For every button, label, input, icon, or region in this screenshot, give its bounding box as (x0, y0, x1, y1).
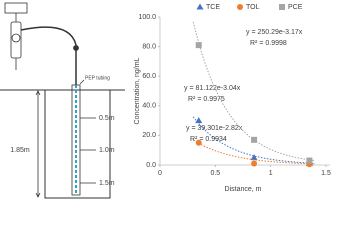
well (44, 90, 111, 199)
r-squared: R² = 0.9975 (188, 96, 225, 103)
leader (79, 79, 85, 85)
x-tick-label: 1 (269, 170, 273, 177)
x-tick-label: 1.5 (321, 170, 331, 177)
y-tick-label: 20.0 (142, 132, 156, 139)
point (195, 139, 202, 146)
legend-label: TCE (206, 4, 220, 11)
equation: y = 250.29e-3.17x (246, 29, 303, 36)
controller-box (4, 2, 28, 14)
equation: y = 39.301e-2.82x (186, 125, 243, 132)
r-squared: R² = 0.9998 (250, 40, 287, 47)
tubing-label: PEP tubing (85, 75, 110, 81)
trendline (192, 139, 315, 165)
figure: PEP tubing 1.85m 0.5m 1.0m 1.5m 0.0 20.0 4… (0, 2, 331, 199)
well-diagram (0, 2, 125, 199)
point (195, 42, 202, 49)
legend-marker (279, 4, 285, 10)
legend-marker (237, 4, 243, 10)
depth-label: 0.5m (99, 115, 115, 122)
point (251, 136, 258, 143)
y-axis-label: Concentration, ng/mL (134, 57, 141, 124)
point (306, 157, 313, 164)
x-tick-label: 0.5 (210, 170, 220, 177)
chart: 0.0 20.0 40.0 60.0 80.0 100.0 0 0.5 1 1.5 Distance… (134, 3, 331, 193)
legend-label: PCE (288, 4, 303, 11)
y-tick-label: 40.0 (142, 103, 156, 110)
y-tick-label: 80.0 (142, 43, 156, 50)
tubing (20, 26, 77, 85)
y-tick-label: 100.0 (138, 14, 156, 21)
x-axis-label: Distance, m (225, 186, 262, 193)
x-tick-label: 0 (158, 170, 162, 177)
depth-label: 1.5m (99, 180, 115, 187)
equation: y = 81.122e-3.04x (184, 85, 241, 92)
legend-marker (196, 3, 204, 10)
legend-label: TOL (246, 4, 260, 11)
y-tick-label: 0.0 (146, 162, 156, 169)
point (195, 117, 203, 124)
trendline (192, 116, 315, 164)
depth-ticks (80, 117, 96, 184)
r-squared: R² = 0.9934 (190, 136, 227, 143)
depth-label: 1.85m (10, 147, 30, 154)
y-tick-label: 60.0 (142, 73, 156, 80)
point (250, 154, 258, 161)
arrow-heads (35, 90, 41, 198)
fitting (73, 45, 79, 51)
pump-head (11, 33, 21, 43)
point (251, 160, 258, 167)
depth-label: 1.0m (99, 147, 115, 154)
